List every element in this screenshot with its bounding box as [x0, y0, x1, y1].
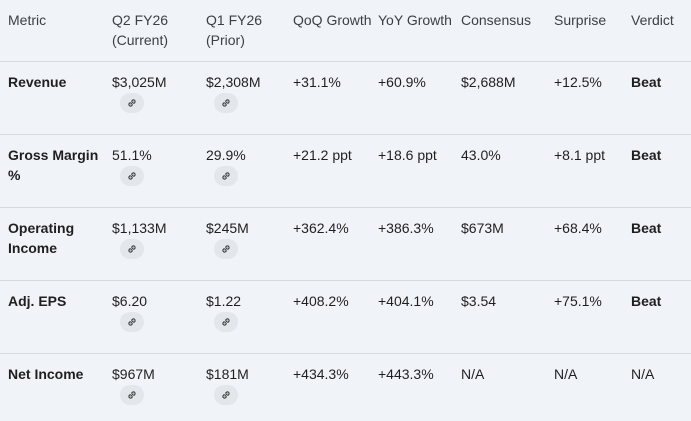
table-row: Net Income $967M $181M +434.3% +443.3% N… — [0, 354, 691, 421]
yoy-value: +386.3% — [378, 220, 434, 236]
prior-value-cell: $1.22 — [206, 291, 286, 332]
prior-value-cell: 29.9% — [206, 145, 286, 186]
source-link-button[interactable] — [120, 312, 144, 332]
prior-value: $245M — [206, 220, 249, 236]
surprise-value: N/A — [554, 366, 578, 382]
table-row: Operating Income $1,133M $245M +362.4% +… — [0, 208, 691, 281]
link-icon — [128, 318, 136, 326]
link-icon — [222, 245, 230, 253]
link-icon — [222, 318, 230, 326]
header-current: Q2 FY26 (Current) — [112, 12, 169, 48]
table-header-row: Metric Q2 FY26 (Current) Q1 FY26 (Prior)… — [0, 0, 691, 62]
yoy-value: +404.1% — [378, 293, 434, 309]
verdict-value: Beat — [631, 147, 662, 163]
qoq-value: +31.1% — [293, 74, 341, 90]
yoy-value: +443.3% — [378, 366, 434, 382]
current-value-cell: $3,025M — [112, 72, 196, 113]
link-icon — [128, 245, 136, 253]
verdict-value: Beat — [631, 293, 662, 309]
header-yoy: YoY Growth — [378, 12, 452, 28]
source-link-button[interactable] — [214, 166, 238, 186]
qoq-value: +362.4% — [293, 220, 349, 236]
header-prior: Q1 FY26 (Prior) — [206, 12, 263, 48]
header-consensus: Consensus — [461, 12, 532, 28]
header-verdict: Verdict — [631, 12, 674, 28]
current-value-cell: $967M — [112, 364, 196, 405]
link-icon — [222, 99, 230, 107]
current-value-cell: 51.1% — [112, 145, 196, 186]
surprise-value: +68.4% — [554, 220, 602, 236]
consensus-value: N/A — [461, 366, 485, 382]
source-link-button[interactable] — [120, 93, 144, 113]
consensus-value: $673M — [461, 220, 504, 236]
consensus-value: 43.0% — [461, 147, 501, 163]
prior-value: $2,308M — [206, 74, 261, 90]
prior-value: 29.9% — [206, 147, 246, 163]
header-metric: Metric — [8, 12, 47, 28]
table-row: Gross Margin % 51.1% 29.9% +21.2 ppt +18… — [0, 135, 691, 208]
current-value: $6.20 — [112, 293, 148, 309]
link-icon — [222, 391, 230, 399]
source-link-button[interactable] — [120, 239, 144, 259]
verdict-value: Beat — [631, 74, 662, 90]
prior-value-cell: $181M — [206, 364, 286, 405]
metric-label: Net Income — [8, 366, 84, 382]
verdict-value: Beat — [631, 220, 662, 236]
link-icon — [128, 99, 136, 107]
table-row: Adj. EPS $6.20 $1.22 +408.2% +404.1% $3.… — [0, 281, 691, 354]
header-qoq: QoQ Growth — [293, 12, 372, 28]
metric-label: Adj. EPS — [8, 293, 67, 309]
link-icon — [128, 391, 136, 399]
source-link-button[interactable] — [214, 239, 238, 259]
current-value-cell: $1,133M — [112, 218, 196, 259]
link-icon — [128, 172, 136, 180]
current-value-cell: $6.20 — [112, 291, 196, 332]
current-value: $1,133M — [112, 220, 167, 236]
current-value: $3,025M — [112, 74, 167, 90]
table-row: Revenue $3,025M $2,308M +31.1% +60.9% $2… — [0, 62, 691, 135]
current-value: $967M — [112, 366, 155, 382]
source-link-button[interactable] — [214, 93, 238, 113]
source-link-button[interactable] — [120, 385, 144, 405]
source-link-button[interactable] — [120, 166, 144, 186]
qoq-value: +21.2 ppt — [293, 147, 352, 163]
surprise-value: +8.1 ppt — [554, 147, 605, 163]
yoy-value: +18.6 ppt — [378, 147, 437, 163]
verdict-value: N/A — [631, 366, 655, 382]
prior-value-cell: $2,308M — [206, 72, 286, 113]
current-value: 51.1% — [112, 147, 152, 163]
qoq-value: +434.3% — [293, 366, 349, 382]
consensus-value: $3.54 — [461, 293, 497, 309]
header-surprise: Surprise — [554, 12, 607, 28]
metric-label: Revenue — [8, 74, 67, 90]
yoy-value: +60.9% — [378, 74, 426, 90]
surprise-value: +12.5% — [554, 74, 602, 90]
metric-label: Operating Income — [8, 220, 75, 256]
consensus-value: $2,688M — [461, 74, 516, 90]
source-link-button[interactable] — [214, 385, 238, 405]
metric-label: Gross Margin % — [8, 147, 99, 183]
surprise-value: +75.1% — [554, 293, 602, 309]
prior-value: $181M — [206, 366, 249, 382]
qoq-value: +408.2% — [293, 293, 349, 309]
prior-value-cell: $245M — [206, 218, 286, 259]
link-icon — [222, 172, 230, 180]
source-link-button[interactable] — [214, 312, 238, 332]
prior-value: $1.22 — [206, 293, 242, 309]
